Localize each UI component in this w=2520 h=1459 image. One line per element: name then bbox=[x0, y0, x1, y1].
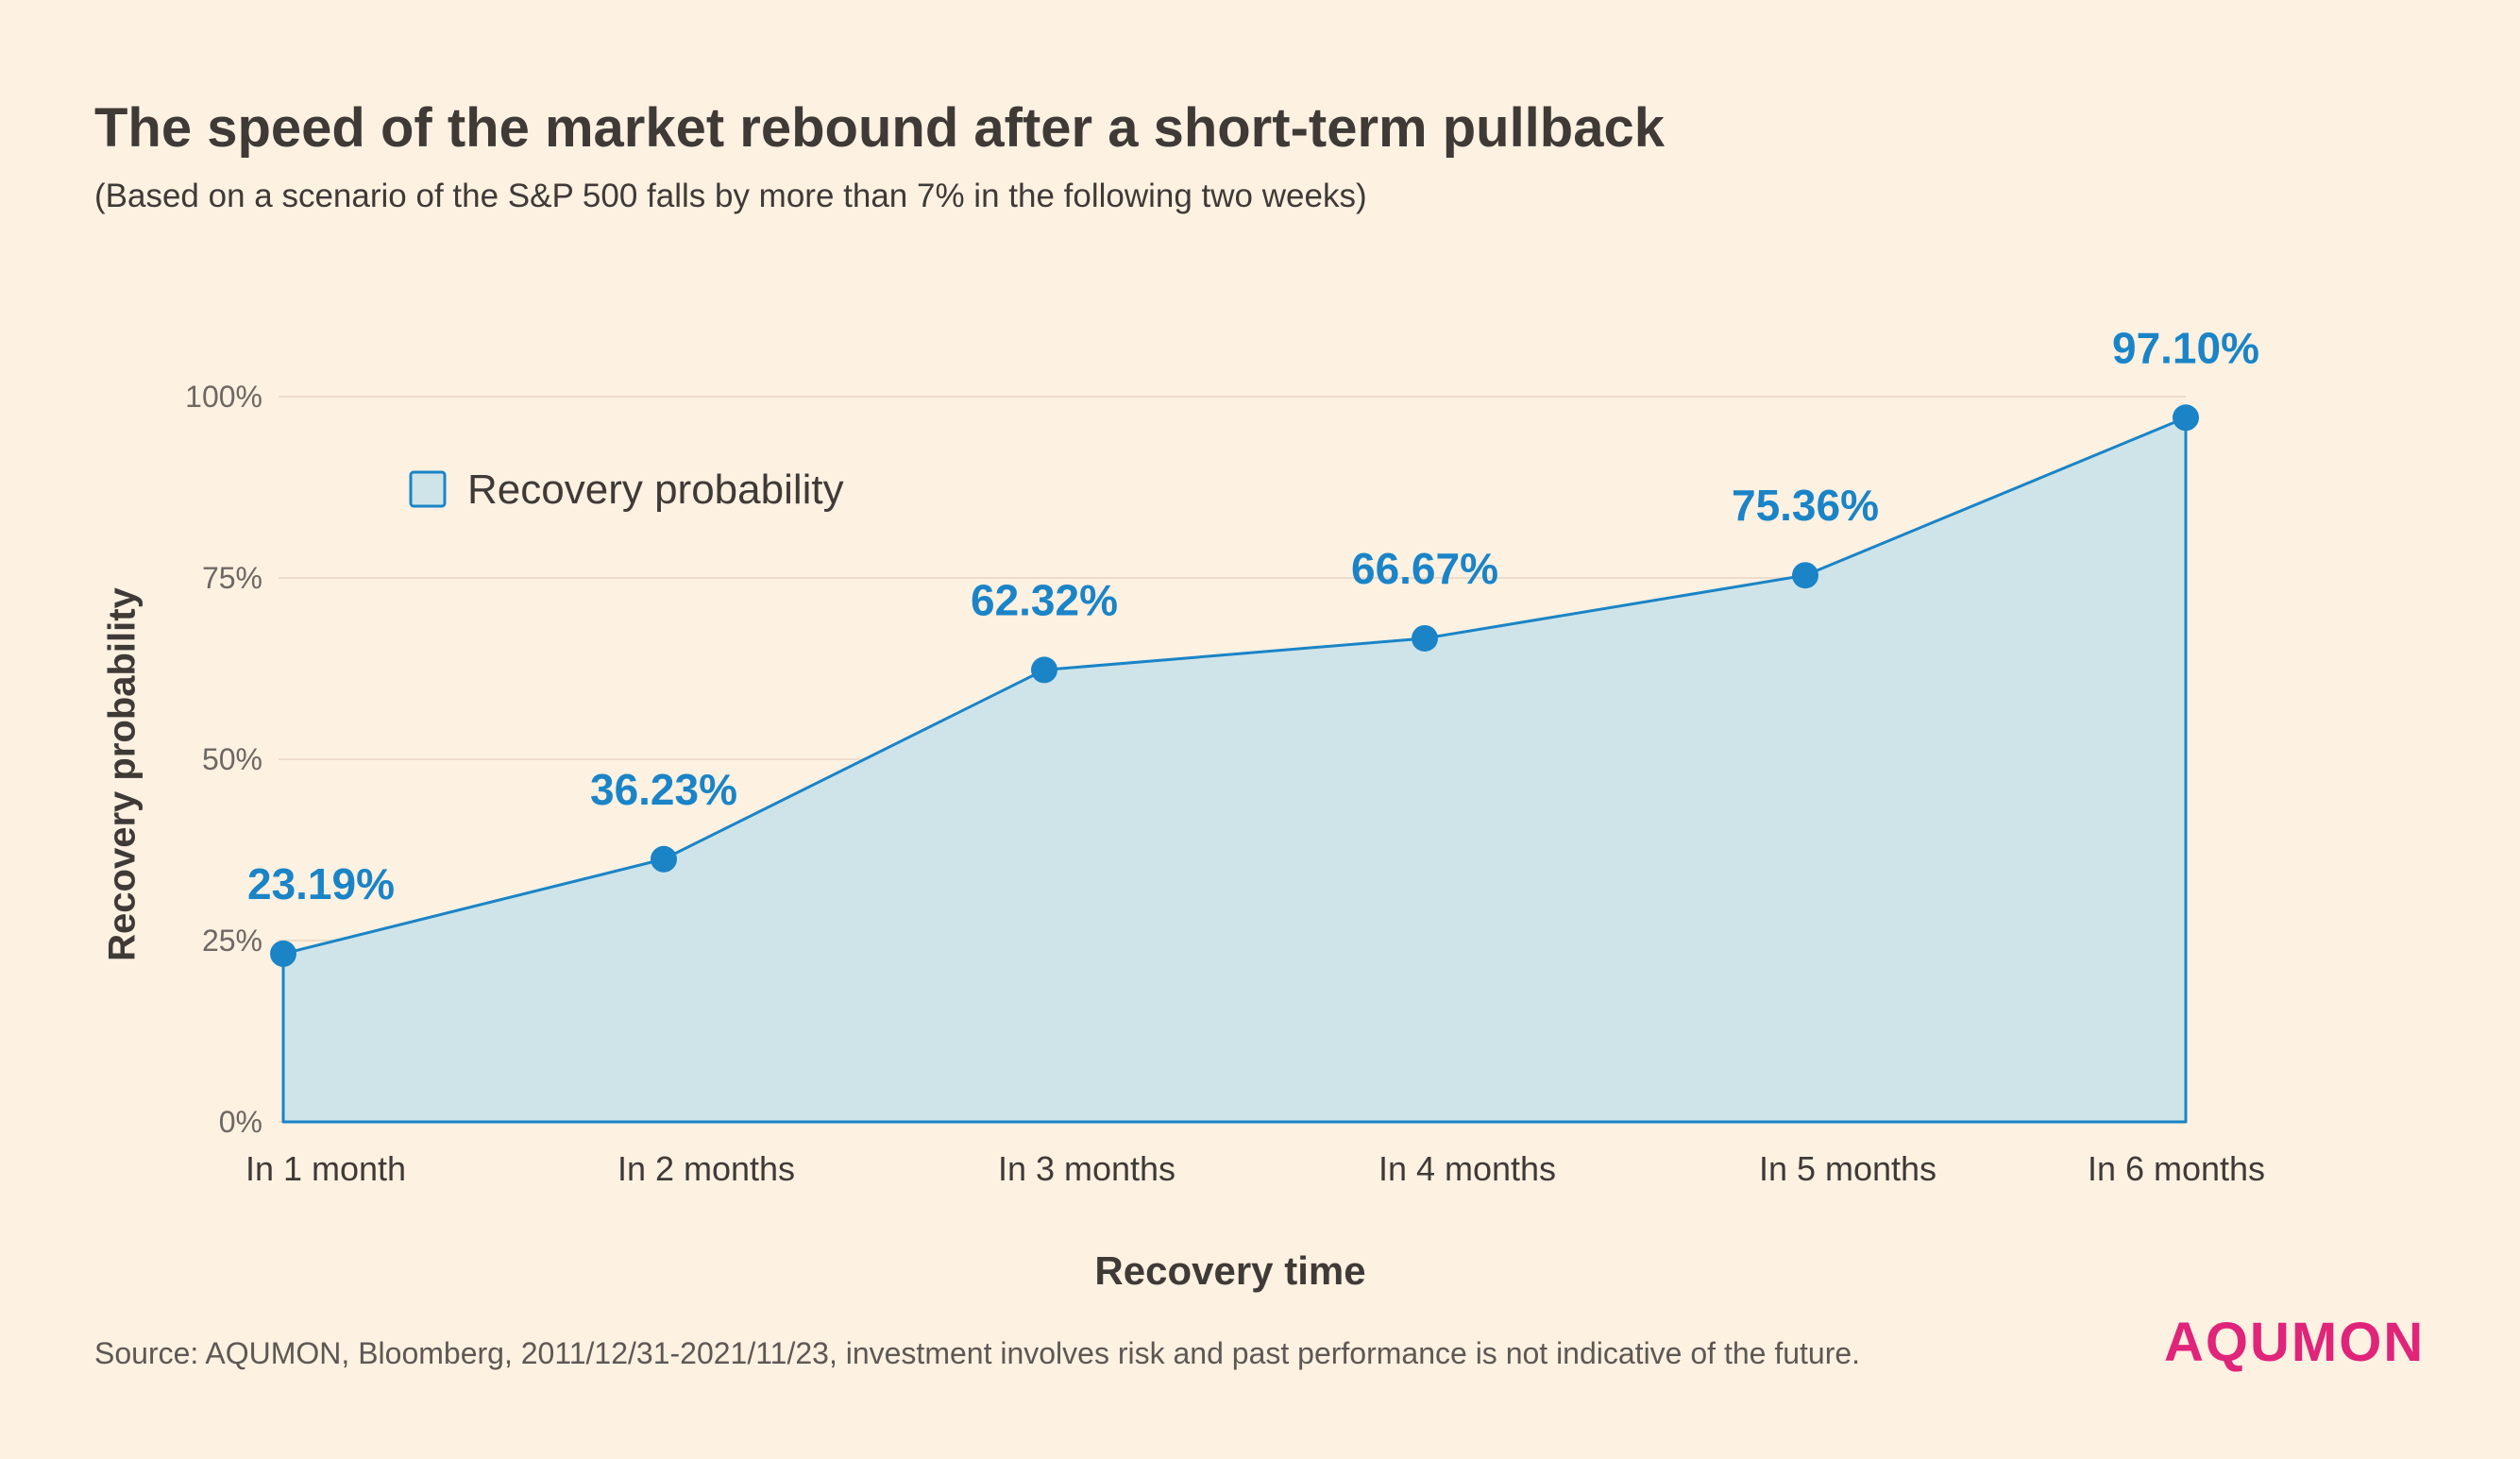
x-axis-ticks: In 1 month In 2 months In 3 months In 4 mon… bbox=[245, 1149, 2265, 1188]
series-area-shape bbox=[281, 416, 2188, 1124]
data-point bbox=[651, 845, 677, 873]
data-labels: 23.19% 36.23% 62.32% 66.67% 75.36% 97.10% bbox=[247, 323, 2259, 908]
legend-label: Recovery probability bbox=[467, 467, 844, 513]
y-tick-label: 100% bbox=[185, 380, 262, 414]
data-point bbox=[270, 940, 296, 967]
brand-logo: AQUMON bbox=[2164, 1312, 2426, 1373]
data-point bbox=[1792, 562, 1818, 589]
data-label: 97.10% bbox=[2112, 323, 2259, 372]
legend-swatch-icon bbox=[409, 470, 447, 508]
chart-title: The speed of the market rebound after a … bbox=[94, 97, 1665, 159]
y-tick-label: 25% bbox=[202, 924, 262, 958]
x-tick-label: In 6 months bbox=[2088, 1149, 2265, 1188]
x-tick-label: In 3 months bbox=[998, 1149, 1175, 1188]
x-tick-label: In 1 month bbox=[245, 1149, 406, 1188]
data-point bbox=[1412, 624, 1438, 652]
y-tick-label: 50% bbox=[202, 742, 262, 776]
data-points bbox=[270, 404, 2199, 967]
x-axis-label: Recovery time bbox=[1094, 1248, 1366, 1293]
y-axis-label: Recovery probability bbox=[101, 587, 144, 961]
data-label: 66.67% bbox=[1351, 544, 1498, 593]
data-label: 36.23% bbox=[590, 765, 737, 814]
series-area bbox=[281, 416, 2188, 1124]
y-axis-ticks: 0% 25% 50% 75% 100% bbox=[185, 380, 262, 1139]
data-point bbox=[1031, 656, 1057, 684]
data-label: 75.36% bbox=[1732, 481, 1879, 530]
legend: Recovery probability bbox=[409, 467, 844, 513]
source-note: Source: AQUMON, Bloomberg, 2011/12/31-20… bbox=[94, 1336, 1861, 1370]
x-tick-label: In 5 months bbox=[1759, 1149, 1937, 1188]
chart-subtitle: (Based on a scenario of the S&P 500 fall… bbox=[94, 178, 1367, 214]
data-point bbox=[2173, 404, 2199, 432]
x-tick-label: In 2 months bbox=[617, 1149, 795, 1188]
y-tick-label: 0% bbox=[219, 1105, 262, 1139]
data-label: 62.32% bbox=[971, 575, 1118, 624]
x-tick-label: In 4 months bbox=[1378, 1149, 1556, 1188]
data-label: 23.19% bbox=[247, 859, 395, 908]
y-tick-label: 75% bbox=[202, 561, 262, 595]
